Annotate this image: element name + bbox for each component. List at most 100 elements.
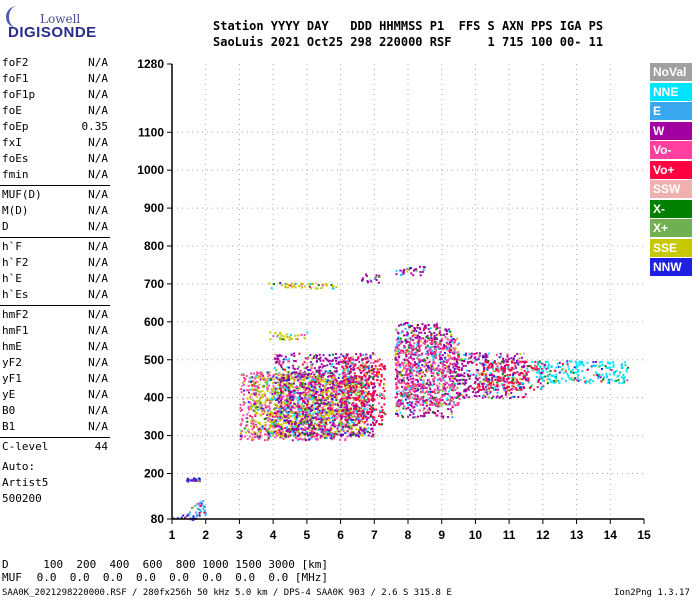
data-point <box>412 363 414 366</box>
header-line-1: Station YYYY DAY DDD HHMMSS P1 FFS S AXN… <box>213 19 604 33</box>
data-point <box>540 372 543 374</box>
data-point <box>452 356 455 359</box>
data-point <box>263 439 266 442</box>
data-point <box>271 413 274 416</box>
data-point <box>383 395 386 398</box>
data-point <box>311 419 314 422</box>
data-point <box>437 402 440 404</box>
data-point <box>455 364 458 367</box>
data-point <box>620 366 623 369</box>
data-point <box>331 405 334 407</box>
data-point <box>518 374 521 377</box>
data-point <box>302 406 305 409</box>
data-point <box>295 371 298 374</box>
data-point <box>485 367 488 370</box>
data-point <box>443 360 446 363</box>
data-point <box>365 417 368 420</box>
data-point <box>412 388 415 391</box>
data-point <box>364 363 367 366</box>
data-point <box>274 390 277 393</box>
data-point <box>337 430 340 433</box>
data-point <box>404 346 407 348</box>
data-point <box>289 404 292 407</box>
data-point <box>523 387 526 390</box>
data-point <box>346 397 349 400</box>
data-point <box>254 376 257 379</box>
data-point <box>416 347 419 350</box>
data-point <box>320 428 323 431</box>
data-point <box>417 340 420 343</box>
data-point <box>416 401 419 404</box>
data-point <box>405 364 407 367</box>
data-point <box>279 434 282 437</box>
data-point <box>424 342 427 345</box>
data-point <box>328 432 331 435</box>
data-point <box>342 392 344 394</box>
data-point <box>331 387 334 390</box>
data-point <box>247 411 250 414</box>
data-point <box>279 377 282 380</box>
data-point <box>307 382 310 385</box>
data-point <box>369 392 372 395</box>
data-point <box>327 389 330 392</box>
data-point <box>317 284 320 287</box>
data-point <box>397 344 400 347</box>
data-point <box>518 358 521 361</box>
data-point <box>262 376 265 379</box>
data-point <box>279 419 282 422</box>
data-point <box>252 393 254 396</box>
data-point <box>266 438 269 441</box>
data-point <box>580 378 583 381</box>
data-point <box>293 397 296 400</box>
data-point <box>407 379 410 382</box>
data-point <box>357 357 360 360</box>
data-point <box>341 361 344 364</box>
data-point <box>326 364 329 367</box>
data-point <box>356 422 359 425</box>
data-point <box>335 417 338 420</box>
data-point <box>321 375 324 378</box>
data-point <box>318 366 321 369</box>
data-point <box>463 390 466 393</box>
data-point <box>520 372 523 375</box>
data-point <box>589 382 592 385</box>
data-point <box>409 326 412 328</box>
data-point <box>404 388 407 391</box>
data-point <box>291 439 294 442</box>
data-point <box>507 377 510 380</box>
param-row: yF1 N/A <box>2 372 110 388</box>
data-point <box>423 392 426 395</box>
data-point <box>370 369 373 372</box>
data-point <box>318 353 321 356</box>
data-point <box>239 409 242 412</box>
data-point <box>439 340 442 343</box>
data-point <box>398 403 401 406</box>
data-point <box>561 368 564 371</box>
data-point <box>365 353 368 356</box>
data-point <box>277 372 280 375</box>
data-point <box>395 328 398 331</box>
data-point <box>382 387 385 390</box>
data-point <box>488 364 491 367</box>
data-point <box>289 395 292 398</box>
data-point <box>324 382 327 385</box>
data-point <box>368 376 371 379</box>
data-point <box>244 431 247 434</box>
data-point <box>360 384 363 387</box>
data-point <box>264 400 267 403</box>
param-value: N/A <box>88 152 108 165</box>
data-point <box>401 414 403 417</box>
data-point <box>569 371 572 374</box>
data-point <box>478 373 481 376</box>
data-point <box>198 512 201 514</box>
data-point <box>250 422 253 425</box>
data-point <box>265 377 268 380</box>
data-point <box>455 396 458 399</box>
data-point <box>533 388 535 391</box>
data-point <box>360 376 363 378</box>
data-point <box>350 379 353 382</box>
data-point <box>195 514 198 516</box>
data-point <box>423 359 425 362</box>
data-point <box>251 433 254 436</box>
data-point <box>404 327 407 330</box>
